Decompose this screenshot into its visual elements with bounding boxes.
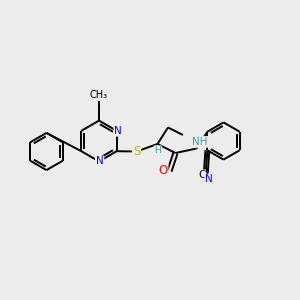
Text: S: S (133, 145, 140, 158)
Text: C: C (198, 170, 205, 180)
Text: N: N (114, 126, 122, 136)
Text: NH: NH (192, 137, 208, 147)
Text: H: H (154, 146, 161, 155)
Text: N: N (205, 174, 213, 184)
Text: O: O (158, 164, 167, 177)
Text: N: N (96, 156, 104, 167)
Text: CH₃: CH₃ (90, 90, 108, 100)
